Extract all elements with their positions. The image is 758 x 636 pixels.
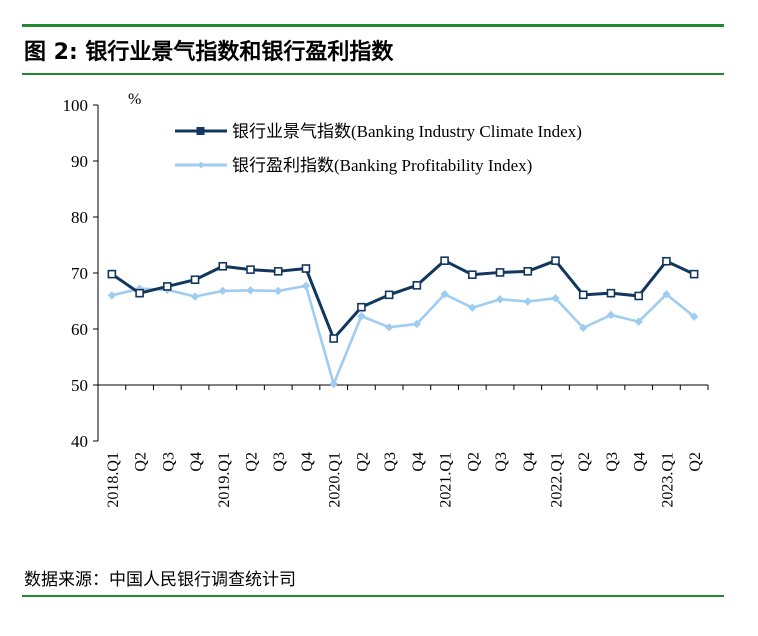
legend: 银行业景气指数(Banking Industry Climate Index) 银… bbox=[175, 122, 582, 175]
y-tick-label: 60 bbox=[71, 320, 88, 339]
legend-label: 银行业景气指数(Banking Industry Climate Index) bbox=[232, 122, 582, 141]
data-point bbox=[551, 256, 560, 265]
data-point bbox=[163, 282, 172, 291]
data-point bbox=[218, 286, 227, 296]
x-tick-label: Q3 bbox=[604, 452, 621, 472]
data-point bbox=[273, 267, 283, 276]
data-source: 数据来源：中国人民银行调查统计司 bbox=[24, 570, 296, 590]
data-point bbox=[440, 256, 449, 265]
legend-label: 银行盈利指数(Banking Profitability Index) bbox=[232, 156, 532, 175]
data-point bbox=[107, 291, 117, 300]
y-tick-label: 40 bbox=[71, 432, 88, 451]
legend-marker bbox=[197, 161, 205, 169]
y-tick-label: 90 bbox=[71, 152, 88, 171]
data-point bbox=[135, 288, 144, 298]
title-underline bbox=[22, 73, 724, 75]
data-point bbox=[468, 303, 477, 312]
x-tick-label: Q4 bbox=[632, 452, 649, 472]
y-tick-label: 70 bbox=[71, 264, 88, 283]
x-tick-label: Q2 bbox=[133, 452, 150, 472]
x-tick-label: Q4 bbox=[188, 452, 205, 472]
data-point bbox=[440, 290, 449, 299]
x-tick-label: Q3 bbox=[271, 452, 288, 472]
top-rule bbox=[22, 24, 724, 27]
data-point bbox=[329, 334, 338, 343]
x-tick-label: Q2 bbox=[354, 452, 371, 472]
data-point bbox=[301, 264, 311, 273]
data-point bbox=[190, 275, 200, 285]
series-lines bbox=[107, 256, 699, 389]
x-tick-label: 2023.Q1 bbox=[659, 452, 676, 508]
series-line bbox=[111, 284, 695, 386]
data-point bbox=[634, 291, 643, 301]
data-point bbox=[274, 286, 283, 296]
bottom-rule bbox=[22, 595, 724, 597]
x-tick-label: Q2 bbox=[687, 452, 704, 472]
x-tick-label: Q2 bbox=[465, 452, 482, 472]
data-point bbox=[384, 290, 394, 300]
figure-title: 图 2: 银行业景气指数和银行盈利指数 bbox=[24, 40, 394, 65]
y-tick-label: 80 bbox=[71, 208, 88, 227]
data-point bbox=[523, 267, 533, 276]
axes: 40 50 60 70 80 90 100 % 2018.Q1 Q2 Q3 Q4 2019.Q1 Q2 Q3… bbox=[63, 91, 709, 508]
x-tick-label: 2021.Q1 bbox=[438, 452, 455, 508]
x-tick-label: Q2 bbox=[576, 452, 593, 472]
x-tick-label: Q3 bbox=[160, 452, 177, 472]
data-point bbox=[523, 297, 532, 306]
x-tick-label: 2022.Q1 bbox=[549, 452, 566, 508]
data-point bbox=[412, 319, 422, 329]
data-point bbox=[412, 281, 422, 290]
data-point bbox=[329, 379, 338, 389]
x-tick-label: Q4 bbox=[410, 452, 427, 472]
data-point bbox=[495, 268, 505, 277]
x-tick-label: Q3 bbox=[382, 452, 399, 472]
data-point bbox=[495, 295, 505, 304]
unit-label: % bbox=[128, 91, 141, 108]
data-point bbox=[551, 293, 560, 303]
x-tick-label: Q4 bbox=[299, 452, 316, 472]
data-point bbox=[662, 290, 671, 299]
data-point bbox=[357, 302, 366, 312]
x-tick-label: 2020.Q1 bbox=[327, 452, 344, 508]
data-point bbox=[218, 261, 228, 271]
x-tick-label: Q3 bbox=[493, 452, 510, 472]
data-point bbox=[190, 292, 200, 301]
data-point bbox=[606, 288, 616, 298]
legend-marker bbox=[196, 127, 205, 135]
y-tick-label: 100 bbox=[63, 96, 89, 115]
data-point bbox=[107, 269, 117, 279]
data-point bbox=[246, 286, 255, 295]
x-tick-label: Q2 bbox=[244, 452, 261, 472]
data-point bbox=[384, 323, 394, 332]
x-tick-label: Q4 bbox=[521, 452, 538, 472]
data-point bbox=[357, 311, 366, 321]
data-point bbox=[662, 256, 671, 266]
data-point bbox=[579, 323, 588, 333]
series-line bbox=[111, 259, 695, 341]
data-point bbox=[301, 281, 311, 291]
data-point bbox=[634, 317, 643, 326]
data-point bbox=[689, 269, 699, 279]
data-point bbox=[606, 310, 616, 320]
data-point bbox=[578, 290, 588, 300]
data-point bbox=[689, 312, 699, 321]
x-tick-label: 2019.Q1 bbox=[216, 452, 233, 508]
x-tick-label: 2018.Q1 bbox=[105, 452, 122, 508]
y-tick-label: 50 bbox=[71, 376, 88, 395]
data-point bbox=[468, 270, 477, 279]
data-point bbox=[246, 265, 255, 274]
